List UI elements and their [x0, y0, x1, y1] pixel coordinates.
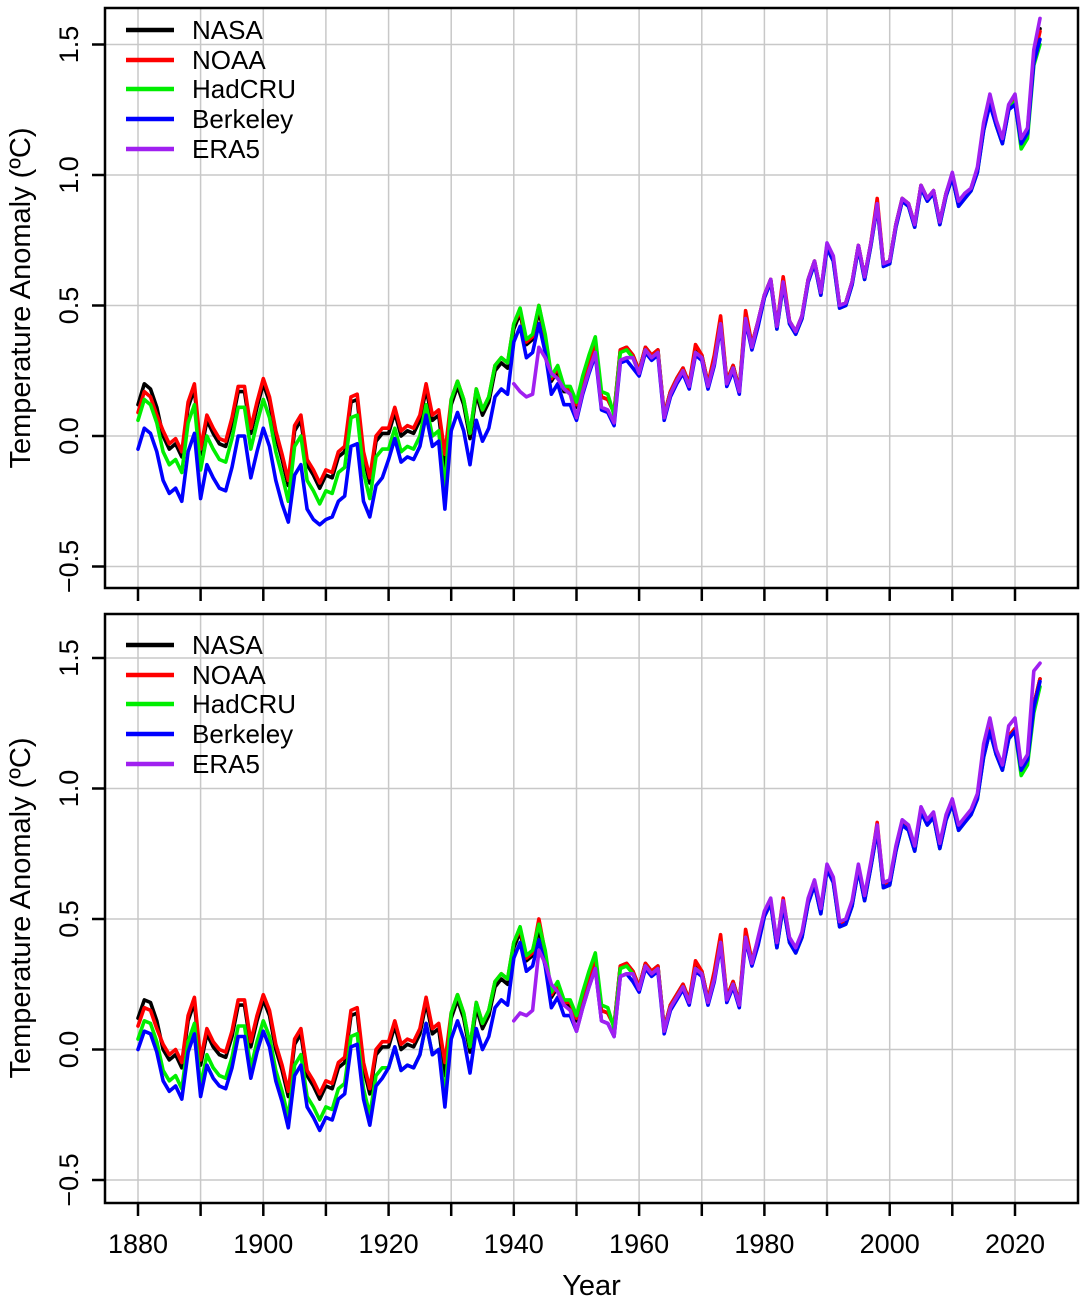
y-axis-title: Temperature Anomaly (ºC) [5, 738, 37, 1079]
x-tick-label: 1900 [233, 1229, 293, 1259]
legend-label: Berkeley [192, 719, 293, 749]
y-tick-label: −0.5 [54, 540, 84, 593]
legend-label: NASA [192, 15, 263, 45]
y-tick-label: 1.0 [54, 770, 84, 808]
gridlines [105, 8, 1078, 588]
legend-item-era5: ERA5 [126, 134, 260, 164]
legend-item-era5: ERA5 [126, 749, 260, 779]
legend-label: ERA5 [192, 749, 260, 779]
x-tick-label: 2000 [860, 1229, 920, 1259]
legend-item-noaa: NOAA [126, 45, 266, 75]
legend-item-noaa: NOAA [126, 660, 266, 690]
legend-item-nasa: NASA [126, 15, 263, 45]
x-tick-label: 1940 [484, 1229, 544, 1259]
x-tick-label: 1880 [108, 1229, 168, 1259]
legend-item-nasa: NASA [126, 630, 263, 660]
legend-label: NOAA [192, 660, 266, 690]
y-tick-label: 1.5 [54, 26, 84, 64]
series-era5-top [511, 16, 1042, 425]
axis-ticks [92, 656, 1017, 1216]
y-tick-label: 0.5 [54, 287, 84, 325]
legend-item-hadcru: HadCRU [126, 689, 296, 719]
legend-label: ERA5 [192, 134, 260, 164]
x-axis-labels: 1880 1900 1920 1940 1960 1980 2000 2020 Year [108, 1229, 1045, 1300]
top-panel: −0.5 0.0 0.5 1.0 1.5 Temperature Anomaly (ºC)… [5, 6, 1080, 601]
legend-label: HadCRU [192, 74, 296, 104]
legend-item-hadcru: HadCRU [126, 74, 296, 104]
plot-border [103, 612, 1080, 1205]
series-era5-bottom [511, 661, 1042, 1039]
legend-item-berkeley: Berkeley [126, 719, 293, 749]
legend-item-berkeley: Berkeley [126, 104, 293, 134]
x-tick-label: 1920 [359, 1229, 419, 1259]
y-tick-label: 0.0 [54, 1031, 84, 1069]
y-tick-label: 0.5 [54, 900, 84, 938]
y-tick-label: 1.0 [54, 156, 84, 194]
legend-label: NOAA [192, 45, 266, 75]
legend-label: Berkeley [192, 104, 293, 134]
y-axis-title: Temperature Anomaly (ºC) [5, 128, 37, 469]
axis-ticks [92, 43, 1017, 601]
bottom-panel: −0.5 0.0 0.5 1.0 1.5 Temperature Anomaly (ºC)… [5, 612, 1080, 1216]
y-tick-label: 0.0 [54, 417, 84, 455]
gridlines [105, 614, 1078, 1203]
series-hadcru-bottom [136, 684, 1042, 1122]
plot-border [103, 6, 1080, 590]
y-tick-label: −0.5 [54, 1153, 84, 1206]
x-axis-title: Year [562, 1270, 621, 1300]
x-tick-label: 1980 [734, 1229, 794, 1259]
legend-label: NASA [192, 630, 263, 660]
y-tick-label: 1.5 [54, 639, 84, 677]
x-tick-label: 1960 [609, 1229, 669, 1259]
legend-label: HadCRU [192, 689, 296, 719]
x-tick-label: 2020 [985, 1229, 1045, 1259]
